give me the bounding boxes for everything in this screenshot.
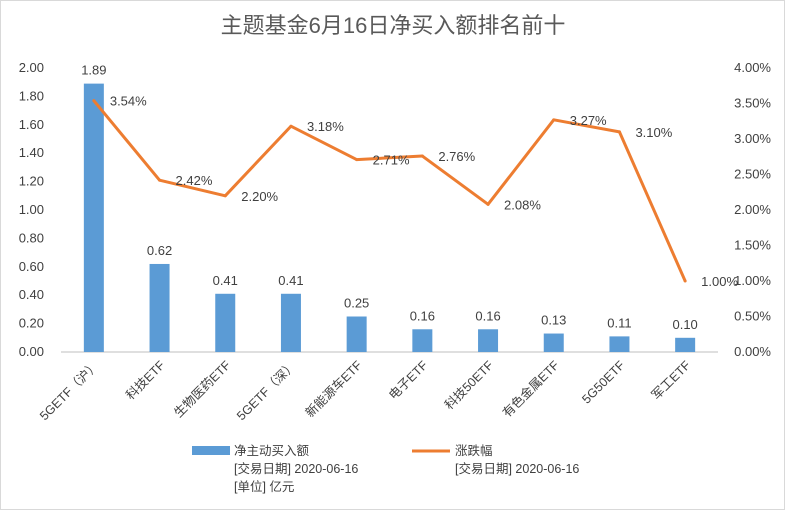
line-point bbox=[92, 99, 96, 103]
right-axis-tick-label: 3.00% bbox=[734, 131, 771, 146]
category-label: 有色金属ETF bbox=[499, 357, 562, 420]
legend-line-text: 涨跌幅 bbox=[455, 443, 493, 458]
left-axis-tick-label: 0.20 bbox=[19, 316, 44, 331]
category-label: 新能源车ETF bbox=[302, 357, 365, 420]
legend: 净主动买入额 [交易日期] 2020-06-16 [单位] 亿元 涨跌幅 [交易日期] … bbox=[192, 443, 579, 494]
line-point bbox=[158, 178, 162, 182]
line-data-label: 3.54% bbox=[110, 94, 147, 109]
bar bbox=[215, 293, 236, 352]
line-data-label: 3.10% bbox=[635, 125, 672, 140]
bar bbox=[412, 329, 433, 352]
right-axis-tick-label: 1.00% bbox=[734, 273, 771, 288]
bar-data-label: 0.41 bbox=[278, 273, 303, 288]
left-axis-tick-label: 1.20 bbox=[19, 174, 44, 189]
bar bbox=[280, 293, 301, 352]
left-axis-tick-label: 1.00 bbox=[19, 202, 44, 217]
line-data-label: 2.20% bbox=[241, 189, 278, 204]
bar bbox=[83, 83, 104, 353]
chart-title: 主题基金6月16日净买入额排名前十 bbox=[221, 13, 566, 38]
right-axis-tick-label: 0.00% bbox=[734, 344, 771, 359]
line-point bbox=[355, 158, 359, 162]
right-axis-tick-label: 0.50% bbox=[734, 309, 771, 324]
right-axis-tick-label: 4.00% bbox=[734, 60, 771, 75]
right-axis-tick-label: 2.00% bbox=[734, 202, 771, 217]
bar-data-label: 0.62 bbox=[147, 243, 172, 258]
category-label: 电子ETF bbox=[386, 358, 431, 403]
line-path bbox=[92, 99, 687, 282]
line-data-label: 3.18% bbox=[307, 119, 344, 134]
legend-swatch-bar bbox=[192, 446, 230, 455]
right-axis-tick-label: 1.50% bbox=[734, 238, 771, 253]
legend-bar-text: [交易日期] 2020-06-16 bbox=[234, 461, 358, 476]
category-label: 5G50ETF bbox=[579, 358, 627, 406]
line-data-labels: 3.54% 2.42% 2.20% 3.18% 2.71% 2.76% 2.08% 3.27%… bbox=[110, 94, 739, 289]
category-label: 军工ETF bbox=[649, 358, 694, 403]
left-axis-tick-label: 0.60 bbox=[19, 259, 44, 274]
category-label: 5GETF（深） bbox=[234, 358, 299, 423]
bar-series bbox=[83, 83, 696, 353]
bar-data-label: 0.41 bbox=[213, 273, 238, 288]
axes: 0.00 0.20 0.40 0.60 0.80 1.00 1.20 1.40 1.60 1.80… bbox=[19, 60, 772, 359]
bar bbox=[478, 329, 499, 352]
left-axis-tick-label: 1.60 bbox=[19, 117, 44, 132]
line-point bbox=[617, 130, 621, 134]
left-axis-tick-label: 2.00 bbox=[19, 60, 44, 75]
line-point bbox=[223, 194, 227, 198]
bar-data-label: 1.89 bbox=[81, 63, 106, 78]
legend-line-text: [交易日期] 2020-06-16 bbox=[455, 461, 579, 476]
bar-data-labels: 1.89 0.62 0.41 0.41 0.25 0.16 0.16 0.13 0.11 0.10 bbox=[81, 63, 698, 332]
bar-data-label: 0.11 bbox=[607, 315, 631, 330]
category-label: 科技50ETF bbox=[442, 358, 496, 412]
bar-data-label: 0.16 bbox=[410, 308, 435, 323]
left-axis-tick-label: 0.80 bbox=[19, 230, 44, 245]
left-axis-tick-label: 1.80 bbox=[19, 88, 44, 103]
line-data-label: 2.08% bbox=[504, 197, 541, 212]
left-axis-tick-label: 1.40 bbox=[19, 145, 44, 160]
line-point bbox=[552, 118, 556, 122]
category-label: 5GETF（沪） bbox=[37, 358, 102, 423]
right-axis-tick-label: 2.50% bbox=[734, 167, 771, 182]
line-point bbox=[486, 202, 490, 206]
line-data-label: 2.71% bbox=[373, 153, 410, 168]
line-point bbox=[683, 279, 687, 283]
left-axis-tick-label: 0.40 bbox=[19, 287, 44, 302]
bar bbox=[609, 336, 630, 352]
right-axis-tick-label: 3.50% bbox=[734, 96, 771, 111]
bar bbox=[149, 263, 170, 352]
line-data-label: 3.27% bbox=[570, 113, 607, 128]
line-series bbox=[92, 99, 687, 283]
bar bbox=[346, 316, 367, 352]
line-point bbox=[289, 124, 293, 128]
line-data-label: 2.42% bbox=[176, 173, 213, 188]
bar-data-label: 0.16 bbox=[475, 308, 500, 323]
category-labels: 5GETF（沪） 科技ETF 生物医药ETF 5GETF（深） 新能源车ETF 电子ETF… bbox=[37, 357, 693, 423]
line-data-label: 1.00% bbox=[701, 274, 738, 289]
line-point bbox=[420, 154, 424, 158]
bar-data-label: 0.13 bbox=[541, 313, 566, 328]
line-data-label: 2.76% bbox=[438, 149, 475, 164]
left-axis-tick-label: 0.00 bbox=[19, 344, 44, 359]
legend-bar-text: 净主动买入额 bbox=[234, 444, 310, 458]
bar-data-label: 0.25 bbox=[344, 296, 369, 311]
legend-bar-text: [单位] 亿元 bbox=[234, 479, 294, 494]
category-label: 生物医药ETF bbox=[171, 358, 233, 420]
bar bbox=[675, 337, 696, 352]
bar-data-label: 0.10 bbox=[672, 317, 697, 332]
category-label: 科技ETF bbox=[123, 358, 168, 403]
bar bbox=[543, 333, 564, 352]
